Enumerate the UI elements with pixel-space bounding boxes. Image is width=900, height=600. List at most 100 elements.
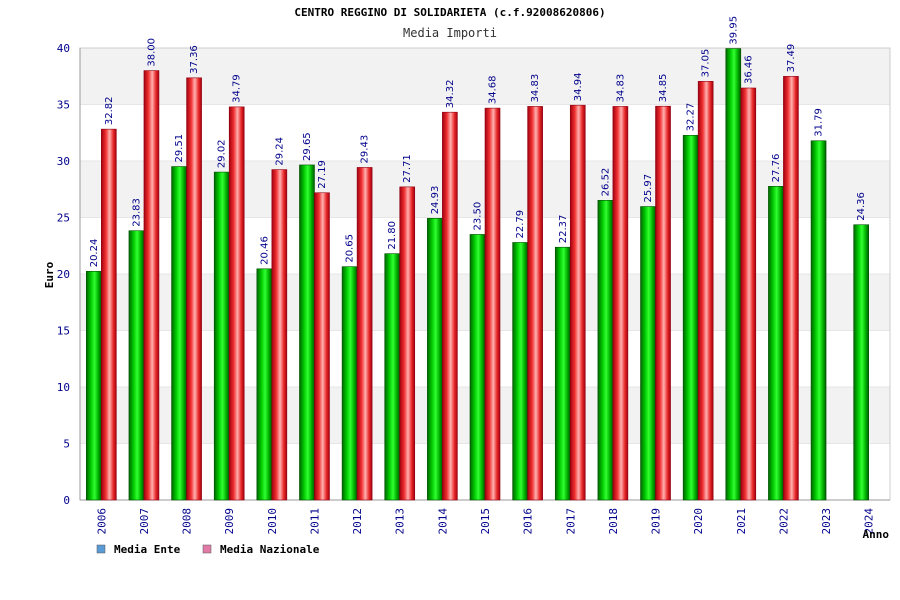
bar-media-ente <box>768 186 784 501</box>
data-label-media-nazionale: 37.36 <box>189 45 200 74</box>
x-tick-label: 2019 <box>650 508 663 535</box>
bar-media-ente <box>469 234 486 501</box>
data-label-media-ente: 39.95 <box>728 16 739 45</box>
bar-media-ente <box>86 270 102 501</box>
data-label-media-ente: 22.79 <box>515 210 526 239</box>
data-label-media-nazionale: 37.05 <box>701 49 712 78</box>
data-label-media-nazionale: 27.71 <box>402 154 413 183</box>
data-label-media-ente: 20.24 <box>89 239 100 268</box>
data-label-media-nazionale: 34.68 <box>488 75 499 104</box>
x-tick-label: 2022 <box>777 508 790 535</box>
bar-media-ente <box>853 224 869 501</box>
data-label-media-ente: 31.79 <box>814 108 825 137</box>
bar-media-nazionale <box>399 186 416 501</box>
x-axis-label: Anno <box>863 528 890 541</box>
data-label-media-ente: 29.51 <box>174 134 185 163</box>
x-tick-label: 2010 <box>266 508 279 535</box>
bar-media-ente <box>128 230 145 501</box>
data-label-media-ente: 32.27 <box>686 103 697 132</box>
bars <box>86 48 869 501</box>
x-tick-label: 2024 <box>863 508 876 535</box>
bar-media-nazionale <box>527 106 543 501</box>
bar-media-nazionale <box>612 106 629 501</box>
data-label-media-nazionale: 34.85 <box>658 74 669 103</box>
y-tick-label: 35 <box>57 99 70 112</box>
bar-media-ente <box>171 166 187 501</box>
bar-media-nazionale <box>783 76 799 501</box>
bar-media-ente <box>682 135 699 501</box>
data-label-media-nazionale: 37.49 <box>786 44 797 73</box>
y-tick-label: 15 <box>57 325 70 338</box>
x-tick-label: 2006 <box>95 508 108 535</box>
bar-media-ente <box>213 171 230 501</box>
data-label-media-nazionale: 32.82 <box>104 96 115 125</box>
data-label-media-nazionale: 29.24 <box>274 137 285 166</box>
x-tick-label: 2020 <box>692 508 705 535</box>
x-tick-label: 2016 <box>522 508 535 535</box>
bar-media-ente <box>512 242 528 501</box>
legend: Media Ente Media Nazionale <box>96 543 320 556</box>
y-tick-label: 20 <box>57 268 70 281</box>
axes: 0 5 10 15 20 25 30 35 40 2006 2007 2008 2009 2010 2011… <box>57 42 891 535</box>
bar-media-nazionale <box>740 87 757 501</box>
y-tick-label: 40 <box>57 42 70 55</box>
data-label-media-nazionale: 34.32 <box>445 80 456 109</box>
data-label-media-ente: 29.65 <box>302 132 313 161</box>
y-tick-label: 5 <box>63 438 70 451</box>
data-label-media-ente: 25.97 <box>643 174 654 203</box>
bar-media-nazionale <box>101 128 117 501</box>
bar-media-nazionale <box>186 77 202 501</box>
x-tick-label: 2013 <box>394 508 407 535</box>
bar-media-nazionale <box>442 111 458 501</box>
data-label-media-nazionale: 27.19 <box>317 160 328 189</box>
legend-swatch-media-ente <box>96 544 106 554</box>
bar-media-ente <box>299 164 315 501</box>
x-tick-label: 2008 <box>181 508 194 535</box>
bar-media-ente <box>384 253 401 501</box>
bar-media-nazionale <box>314 192 330 501</box>
data-label-media-ente: 23.50 <box>473 202 484 231</box>
bar-media-nazionale <box>228 106 245 501</box>
data-label-media-nazionale: 29.43 <box>360 135 371 164</box>
data-label-media-nazionale: 34.83 <box>530 74 541 103</box>
x-tick-label: 2014 <box>436 508 449 535</box>
chart-title: CENTRO REGGINO DI SOLIDARIETA (c.f.92008… <box>294 6 605 19</box>
bar-media-ente <box>810 140 827 501</box>
x-tick-label: 2017 <box>564 508 577 535</box>
data-label-media-ente: 21.80 <box>387 221 398 250</box>
data-label-media-nazionale: 34.83 <box>615 74 626 103</box>
data-label-media-ente: 24.93 <box>430 186 441 215</box>
x-tick-label: 2011 <box>308 508 321 535</box>
bar-media-nazionale <box>484 107 501 501</box>
data-label-media-ente: 29.02 <box>217 139 228 168</box>
chart-subtitle: Media Importi <box>403 26 497 40</box>
legend-swatch-media-nazionale <box>202 544 212 554</box>
bar-media-ente <box>597 200 614 501</box>
x-tick-label: 2009 <box>223 508 236 535</box>
x-tick-label: 2018 <box>607 508 620 535</box>
legend-label-media-ente: Media Ente <box>114 543 181 556</box>
data-label-media-ente: 23.83 <box>131 198 142 227</box>
data-label-media-ente: 27.76 <box>771 154 782 183</box>
data-labels: 20.24 32.82 23.83 38.00 29.51 37.36 29.02 34.79… <box>89 16 867 267</box>
data-label-media-ente: 22.37 <box>558 215 569 244</box>
legend-label-media-nazionale: Media Nazionale <box>220 543 320 556</box>
bar-media-nazionale <box>356 167 373 501</box>
bar-media-ente <box>427 217 443 501</box>
data-label-media-ente: 20.65 <box>345 234 356 263</box>
data-label-media-nazionale: 36.46 <box>743 55 754 84</box>
bar-media-nazionale <box>271 169 288 501</box>
data-label-media-ente: 26.52 <box>600 168 611 197</box>
x-tick-label: 2021 <box>735 508 748 535</box>
bar-media-ente <box>341 266 358 501</box>
data-label-media-ente: 24.36 <box>856 192 867 221</box>
x-tick-label: 2023 <box>820 508 833 535</box>
y-tick-label: 0 <box>63 494 70 507</box>
x-tick-label: 2012 <box>351 508 364 535</box>
data-label-media-nazionale: 38.00 <box>146 38 157 67</box>
bar-media-ente <box>256 268 273 501</box>
bar-media-ente <box>640 206 656 501</box>
x-tick-label: 2015 <box>479 508 492 535</box>
bar-media-nazionale <box>697 81 714 501</box>
